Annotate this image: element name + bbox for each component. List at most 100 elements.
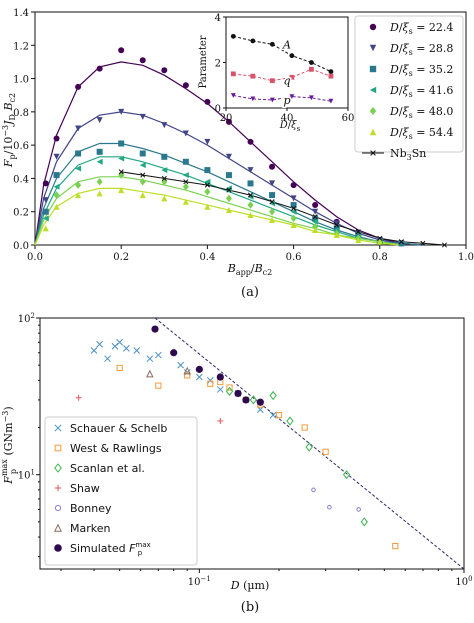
legend-marker: [54, 504, 62, 512]
inset-point-q: [269, 78, 275, 84]
data-point: [204, 203, 211, 210]
data-point: [75, 165, 82, 172]
data-point: [420, 240, 426, 246]
legend-label-slash: /: [399, 42, 403, 55]
legend-label-d: D: [389, 84, 399, 97]
x-tick-label-base: 10: [188, 577, 201, 588]
data-point: [204, 167, 211, 174]
data-point: [146, 369, 154, 378]
inset-line-p: [233, 95, 331, 102]
legend-label-d: D: [389, 105, 399, 118]
legend-label-slash: /: [399, 84, 403, 97]
data-point: [161, 195, 168, 202]
data-point: [183, 366, 192, 375]
data-point: [161, 175, 167, 181]
legend-label-sub: s: [409, 69, 413, 78]
data-point: [269, 207, 276, 216]
inset-point-p: [289, 94, 295, 100]
legend-marker: [369, 65, 377, 73]
data-point: [291, 205, 297, 211]
data-point: [355, 237, 362, 244]
data-point: [182, 182, 189, 191]
data-point: [53, 153, 60, 160]
data-point: [355, 229, 361, 235]
inset-line-q: [233, 68, 332, 82]
data-point: [312, 208, 319, 215]
legend-marker: [369, 128, 377, 136]
fit-curve-0: [34, 61, 423, 246]
legend-label-sim: Simulated: [70, 542, 129, 555]
inset-point-p: [328, 98, 334, 104]
panel-a-x-label: Bapp/Bc2: [227, 262, 273, 277]
x-tick-label: 0.8: [372, 252, 388, 263]
data-point: [53, 172, 60, 179]
data-point: [225, 386, 234, 397]
nb3sn-line: [121, 171, 445, 246]
x-tick-label: 0.4: [199, 252, 215, 263]
inset-point-q: [250, 73, 256, 79]
data-point: [290, 222, 297, 229]
data-point: [139, 162, 146, 169]
data-point: [247, 193, 254, 200]
data-point: [96, 65, 103, 72]
x-tick-label-exp: 0: [468, 575, 472, 583]
data-point: [334, 222, 340, 228]
data-point: [312, 227, 319, 234]
data-point: [360, 517, 368, 527]
legend-label: Bonney: [70, 502, 112, 515]
y-tick-label: 102: [18, 312, 35, 325]
legend-label-d: D: [389, 126, 399, 139]
data-point: [286, 416, 294, 426]
inset-y-tick-label: 0: [215, 104, 221, 115]
x-tick-label-exp: −1: [201, 575, 211, 583]
inset-point-p: [250, 96, 256, 102]
panel-a-label: (a): [241, 285, 259, 300]
data-point: [118, 155, 125, 162]
legend-label-p: p: [138, 549, 143, 557]
legend-label-d: D: [389, 63, 399, 76]
data-point: [256, 398, 264, 406]
data-point: [118, 140, 125, 147]
legend-label-nb: Nb: [390, 147, 407, 160]
y-tick-label: 1.4: [13, 8, 29, 19]
data-point: [322, 448, 329, 455]
data-point: [269, 199, 275, 205]
panel-b-legend-box: [44, 416, 198, 566]
legend-marker: [369, 86, 377, 94]
data-point: [312, 218, 319, 225]
data-point: [118, 187, 125, 194]
data-point: [195, 365, 203, 373]
data-point: [312, 214, 318, 220]
inset-point-p: [309, 95, 314, 101]
panel-b-fit-line: [154, 317, 465, 570]
data-point: [116, 338, 124, 346]
data-point: [301, 424, 308, 431]
data-point: [42, 208, 49, 215]
data-point: [217, 418, 224, 425]
inset-chart: 0 2 4 20 40 60 Apq Parameter D/ξs: [198, 13, 354, 133]
legend-label-sub: s: [409, 132, 413, 141]
data-point: [377, 235, 383, 241]
data-point: [204, 138, 211, 145]
y-tick-label: 101: [18, 469, 35, 482]
panel-b-legend: Schauer & Schelb West & Rawlings Scanlan e…: [44, 416, 198, 566]
data-point: [290, 214, 297, 223]
legend-label-d: D: [389, 21, 399, 34]
y-tick-label: 0.0: [13, 241, 29, 252]
legend-label-slash: /: [399, 63, 403, 76]
legend-label: Simulated Fmax p: [70, 541, 151, 557]
y-tick-label-base: 10: [18, 471, 31, 482]
data-point: [216, 373, 224, 381]
data-point: [96, 148, 103, 155]
data-point: [269, 180, 276, 187]
legend-label-val: = 41.6: [413, 84, 454, 97]
y-tick-label-exp: 1: [31, 469, 35, 477]
y-tick-label: 0.8: [13, 108, 29, 119]
data-point: [269, 390, 277, 401]
legend-label-slash: /: [399, 126, 403, 139]
data-point: [133, 347, 141, 354]
legend-label: D/ξs = 35.2: [389, 63, 453, 78]
panel-a-plot-frame: [34, 11, 467, 246]
data-point: [96, 158, 103, 165]
